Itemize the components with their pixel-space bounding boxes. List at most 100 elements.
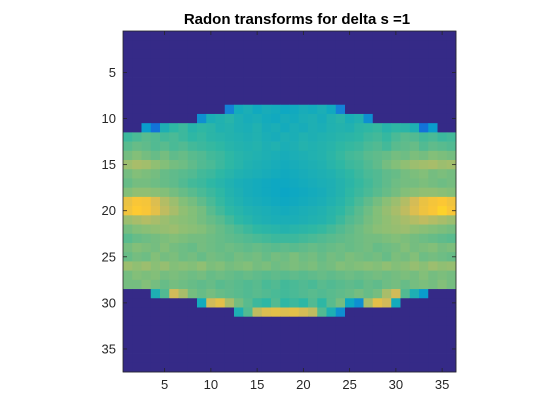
heatmap-cell <box>187 215 198 225</box>
heatmap-cell <box>317 325 327 336</box>
heatmap-cell <box>252 362 263 373</box>
heatmap-cell <box>345 40 355 50</box>
heatmap-cell <box>363 31 374 41</box>
heatmap-cell <box>335 353 346 364</box>
heatmap-cell <box>234 215 244 225</box>
heatmap-cell <box>409 58 420 69</box>
heatmap-cell <box>141 289 152 299</box>
heatmap-cell <box>197 224 207 235</box>
heatmap-cell <box>317 123 327 133</box>
heatmap-cell <box>123 31 133 41</box>
heatmap-cell <box>252 150 263 161</box>
heatmap-cell <box>382 335 392 345</box>
heatmap-cell <box>169 86 179 96</box>
heatmap-cell <box>326 353 337 364</box>
heatmap-cell <box>261 187 272 198</box>
heatmap-cell <box>326 242 337 253</box>
heatmap-cell <box>428 316 438 327</box>
heatmap-cell <box>187 233 198 244</box>
x-tick-label: 30 <box>389 377 403 392</box>
heatmap-cell <box>363 206 374 216</box>
heatmap-cell <box>317 307 327 318</box>
heatmap-cell <box>141 252 152 262</box>
heatmap-cell <box>335 289 346 299</box>
heatmap-cell <box>419 196 429 207</box>
heatmap-cell <box>261 215 272 225</box>
heatmap-cell <box>354 123 364 133</box>
heatmap-cell <box>391 335 401 345</box>
heatmap-cell <box>428 261 438 271</box>
heatmap-cell <box>123 196 133 207</box>
heatmap-cell <box>354 67 364 78</box>
heatmap-cell <box>132 224 142 235</box>
heatmap-cell <box>187 344 198 354</box>
heatmap-cell <box>178 224 189 235</box>
heatmap-cell <box>206 160 216 170</box>
heatmap-cell <box>382 178 392 189</box>
heatmap-cell <box>326 233 337 244</box>
heatmap-cell <box>197 178 207 189</box>
heatmap-cell <box>382 132 392 142</box>
heatmap-cell <box>372 86 383 96</box>
heatmap-cell <box>437 252 448 262</box>
heatmap-cell <box>187 261 198 271</box>
heatmap-cell <box>215 344 226 354</box>
heatmap-cell <box>261 224 272 235</box>
heatmap-cell <box>308 31 318 41</box>
heatmap-cell <box>335 279 346 290</box>
heatmap-cell <box>372 261 383 271</box>
heatmap-cell <box>261 242 272 253</box>
heatmap-cell <box>409 77 420 87</box>
heatmap-cell <box>345 86 355 96</box>
heatmap-cell <box>428 252 438 262</box>
heatmap-cell <box>141 77 152 87</box>
heatmap-cell <box>132 353 142 364</box>
heatmap-cell <box>160 40 170 50</box>
heatmap-cell <box>234 353 244 364</box>
heatmap-cell <box>345 289 355 299</box>
heatmap-cell <box>224 178 235 189</box>
heatmap-cell <box>243 279 253 290</box>
heatmap-cell <box>150 95 161 106</box>
heatmap-cell <box>428 132 438 142</box>
heatmap-cell <box>345 242 355 253</box>
heatmap-cell <box>446 298 457 308</box>
heatmap-cell <box>326 261 337 271</box>
heatmap-cell <box>271 242 281 253</box>
heatmap-cell <box>289 252 300 262</box>
heatmap-cell <box>206 31 216 41</box>
heatmap-cell <box>271 196 281 207</box>
heatmap-cell <box>150 224 161 235</box>
heatmap-cell <box>372 224 383 235</box>
heatmap-cell <box>160 252 170 262</box>
heatmap-cell <box>141 95 152 106</box>
heatmap-cell <box>187 67 198 78</box>
heatmap-cell <box>391 150 401 161</box>
heatmap-cell <box>326 113 337 124</box>
heatmap-cell <box>372 279 383 290</box>
heatmap-cell <box>224 344 235 354</box>
heatmap-cell <box>382 58 392 69</box>
heatmap-cell <box>215 261 226 271</box>
heatmap-cell <box>160 242 170 253</box>
heatmap-cell <box>123 215 133 225</box>
heatmap-cell <box>187 242 198 253</box>
heatmap-cell <box>409 316 420 327</box>
heatmap-cell <box>280 58 290 69</box>
heatmap-cell <box>280 169 290 179</box>
heatmap-cell <box>243 325 253 336</box>
heatmap-cell <box>409 132 420 142</box>
heatmap-cell <box>243 160 253 170</box>
heatmap-cell <box>215 252 226 262</box>
heatmap-cell <box>206 169 216 179</box>
heatmap-cell <box>252 325 263 336</box>
heatmap-cell <box>437 233 448 244</box>
heatmap-cell <box>234 325 244 336</box>
heatmap-cell <box>150 123 161 133</box>
heatmap-cell <box>354 104 364 115</box>
heatmap-cell <box>178 353 189 364</box>
heatmap-cell <box>446 58 457 69</box>
heatmap-cell <box>446 150 457 161</box>
heatmap-cell <box>400 67 411 78</box>
heatmap-cell <box>363 160 374 170</box>
